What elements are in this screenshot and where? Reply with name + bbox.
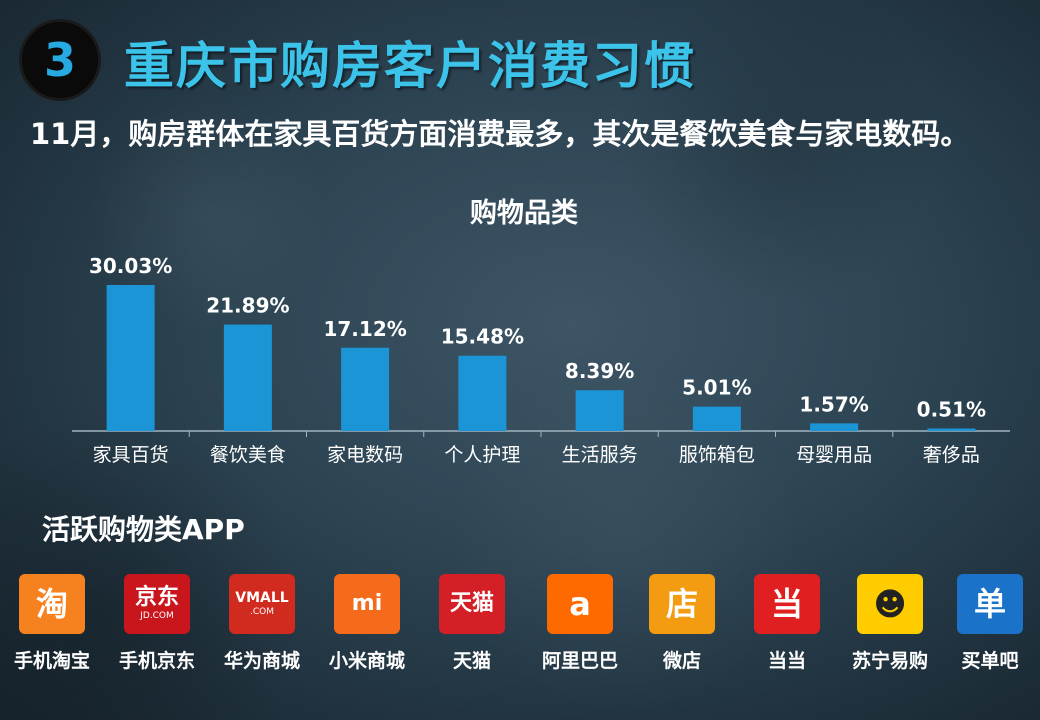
data-label-2: 21.89%	[206, 294, 289, 318]
app-icon-glyph: a	[569, 585, 591, 623]
bar-8	[927, 428, 976, 431]
vmall-icon[interactable]: VMALL .COM	[229, 574, 295, 634]
app-icon-glyph: 京东	[134, 585, 179, 610]
data-label-8: 0.51%	[917, 398, 986, 422]
app-icon-glyph: ☻	[873, 585, 907, 623]
app-icon-glyph: VMALL	[235, 590, 289, 606]
taobao-icon[interactable]: 淘	[19, 574, 85, 634]
app-label: 微店	[662, 650, 701, 672]
bar-2	[223, 324, 272, 431]
app-icon-glyph: 淘	[35, 585, 68, 623]
data-label-3: 17.12%	[323, 317, 406, 341]
app-icon-subtext: .COM	[249, 607, 274, 617]
category-label-2: 餐饮美食	[210, 444, 286, 466]
app-label: 手机淘宝	[13, 650, 90, 672]
data-label-4: 15.48%	[441, 325, 524, 349]
tmall-icon[interactable]: 天猫	[439, 574, 505, 634]
app-item[interactable]: ☻ 苏宁易购	[836, 574, 944, 684]
data-label-7: 1.57%	[799, 392, 868, 416]
app-icon-subtext: JD.COM	[140, 611, 174, 621]
bar-4	[458, 355, 507, 431]
bar-7	[810, 423, 859, 431]
app-label: 阿里巴巴	[541, 650, 618, 672]
app-item[interactable]: 天猫 天猫	[418, 574, 526, 684]
data-label-6: 5.01%	[682, 376, 751, 400]
app-icon-glyph: 天猫	[449, 591, 494, 616]
maidanba-icon[interactable]: 单	[957, 574, 1023, 634]
app-icon-glyph: 单	[973, 585, 1006, 623]
app-item[interactable]: a 阿里巴巴	[526, 574, 634, 684]
category-label-3: 家电数码	[327, 444, 403, 466]
app-label: 天猫	[452, 650, 491, 672]
apps-section-title: 活跃购物类APP	[42, 513, 245, 546]
app-item[interactable]: 店微店	[628, 574, 736, 684]
data-label-1: 30.03%	[89, 254, 172, 278]
app-list: 淘手机淘宝 京东 JD.COM 手机京东 VMALL .COM 华为商城 mi 小米商城 天猫 天猫…	[14, 574, 1040, 684]
app-label: 苏宁易购	[851, 650, 928, 672]
chart-title: 购物品类	[470, 198, 578, 229]
alibaba-icon[interactable]: a	[547, 574, 613, 634]
category-label-1: 家具百货	[93, 444, 169, 466]
bar-6	[692, 406, 741, 431]
suning-icon[interactable]: ☻	[857, 574, 923, 634]
category-label-7: 母婴用品	[796, 444, 872, 466]
section-number: 3	[43, 33, 76, 87]
app-label: 华为商城	[223, 650, 300, 672]
category-label-8: 奢侈品	[923, 444, 980, 466]
app-icon-glyph: mi	[351, 591, 383, 616]
app-label: 当当	[767, 650, 806, 672]
weidian-icon[interactable]: 店	[649, 574, 715, 634]
bar-1	[106, 285, 155, 431]
app-item[interactable]: 淘手机淘宝	[0, 574, 106, 684]
app-item[interactable]: 当当当	[733, 574, 841, 684]
category-label-4: 个人护理	[444, 444, 520, 466]
category-label-6: 服饰箱包	[679, 444, 755, 466]
dangdang-icon[interactable]: 当	[754, 574, 820, 634]
app-icon-glyph: 店	[665, 585, 698, 623]
bar-chart: 购物品类 30.03% 家具百货 21.89% 餐饮美食 17.12% 家电数码 15.48%…	[72, 198, 1010, 466]
app-label: 买单吧	[961, 650, 1019, 672]
app-item[interactable]: 单买单吧	[936, 574, 1040, 684]
page-subtitle: 11月，购房群体在家具百货方面消费最多，其次是餐饮美食与家电数码。	[30, 117, 970, 151]
bar-5	[575, 390, 624, 431]
category-label-5: 生活服务	[562, 444, 638, 466]
section-number-badge: 3	[22, 22, 98, 98]
app-item[interactable]: mi 小米商城	[313, 574, 421, 684]
app-item[interactable]: 京东 JD.COM 手机京东	[103, 574, 211, 684]
app-label: 小米商城	[328, 650, 405, 672]
jd-icon[interactable]: 京东 JD.COM	[124, 574, 190, 634]
app-label: 手机京东	[118, 650, 195, 672]
page-title: 重庆市购房客户消费习惯	[124, 37, 696, 95]
mi-icon[interactable]: mi	[334, 574, 400, 634]
bar-3	[341, 347, 390, 431]
app-item[interactable]: VMALL .COM 华为商城	[208, 574, 316, 684]
data-label-5: 8.39%	[565, 359, 634, 383]
app-icon-glyph: 当	[770, 585, 803, 623]
